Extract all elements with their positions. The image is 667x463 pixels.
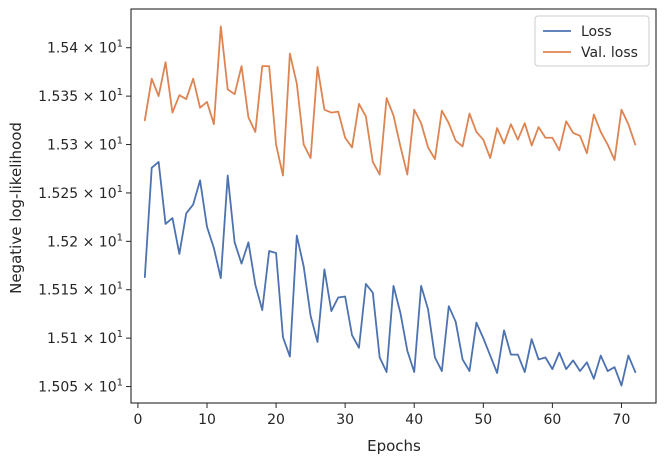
x-tick-label: 0 — [133, 412, 142, 428]
plot-background — [131, 9, 656, 403]
x-tick-label: 30 — [336, 412, 354, 428]
axes-layer: 0 10 20 30 40 50 60 70 1.505 × 101 1.51 × 101 1.51… — [38, 8, 657, 428]
axes-frame — [130, 8, 657, 404]
x-tick-label: 10 — [198, 412, 216, 428]
y-tick-label: 1.505 × 101 — [38, 378, 123, 396]
plot-area — [131, 9, 656, 403]
y-tick-label: 1.54 × 101 — [47, 39, 123, 57]
y-tick-label: 1.515 × 101 — [38, 281, 123, 299]
legend-label-1: Loss — [581, 24, 612, 40]
y-tick-label: 1.51 × 101 — [47, 329, 123, 347]
legend: Loss Val. loss — [534, 15, 650, 67]
y-axis-label: Negative log-likelihood — [7, 122, 25, 294]
x-tick-label: 60 — [543, 412, 561, 428]
legend-box — [534, 15, 650, 67]
x-axis-label: Epochs — [367, 437, 421, 455]
legend-label-2: Val. loss — [581, 45, 638, 61]
series-line-2 — [143, 25, 637, 177]
x-tick-label: 70 — [613, 412, 631, 428]
x-tick-label: 40 — [405, 412, 423, 428]
series-line-1 — [143, 161, 637, 387]
y-tick-label: 1.525 × 101 — [38, 184, 123, 202]
x-tick-label: 20 — [267, 412, 285, 428]
y-tick-label: 1.52 × 101 — [47, 232, 123, 250]
x-tick-label: 50 — [474, 412, 492, 428]
y-tick-label: 1.535 × 101 — [38, 87, 123, 105]
series-layer — [143, 25, 637, 387]
y-tick-label: 1.53 × 101 — [47, 136, 123, 154]
